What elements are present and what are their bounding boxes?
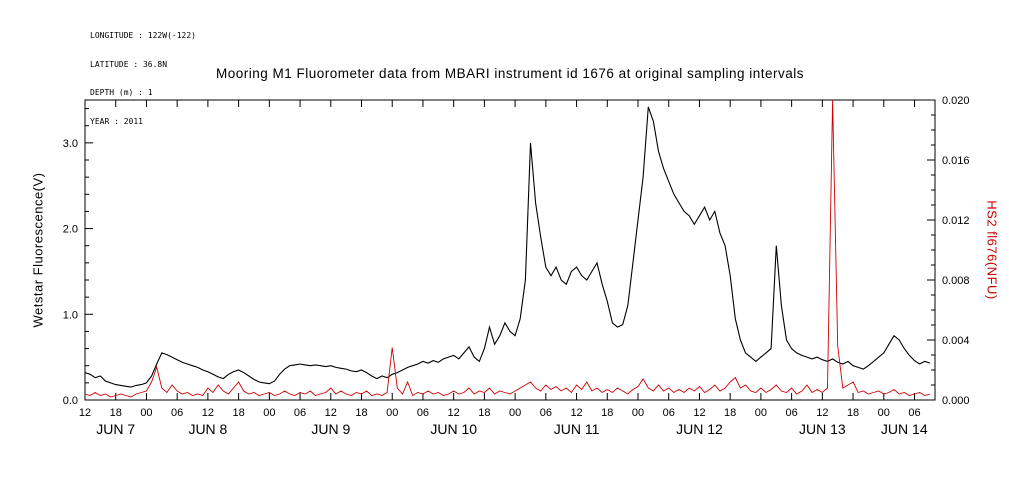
plot-box [84,99,936,401]
x-tick-label: 12 [325,407,337,419]
x-tick-label: 06 [908,407,920,419]
x-tick-label: 00 [878,407,890,419]
x-tick-label: 00 [755,407,767,419]
x-tick-label: 12 [693,407,705,419]
x-tick-label: 06 [417,407,429,419]
x-tick-label: 18 [110,407,122,419]
chart-title: Mooring M1 Fluorometer data from MBARI i… [216,66,804,81]
x-tick-label: 12 [570,407,582,419]
x-tick-label: 18 [478,407,490,419]
y-right-tick-label: 0.020 [942,95,970,107]
y-left-tick-label: 2.0 [63,224,78,236]
y-left-tick-label: 0.0 [63,395,78,407]
x-tick-label: 00 [386,407,398,419]
x-day-label: JUN 8 [188,421,227,437]
series-wetstar-fluorescence [84,106,931,388]
series-hs2-fl676 [84,99,931,398]
x-tick-label: 00 [632,407,644,419]
x-tick-label: 00 [509,407,521,419]
x-day-label: JUN 7 [96,421,135,437]
x-tick-label: 12 [816,407,828,419]
x-day-label: JUN 14 [881,421,928,437]
x-tick-label: 18 [601,407,613,419]
x-tick-label: 18 [847,407,859,419]
metadata-depth: DEPTH (m) : 1 [90,88,153,97]
x-tick-label: 06 [171,407,183,419]
x-day-label: JUN 12 [676,421,723,437]
y-right-tick-label: 0.016 [942,155,970,167]
x-tick-label: 06 [294,407,306,419]
y-left-axis-title: Wetstar Fluorescence(V) [30,172,46,328]
x-day-label: JUN 11 [554,421,600,437]
y-left-tick-label: 1.0 [63,309,78,321]
x-tick-label: 06 [663,407,675,419]
y-right-tick-label: 0.004 [942,335,970,347]
x-tick-label: 00 [140,407,152,419]
metadata-latitude: LATITUDE : 36.8N [90,59,168,69]
x-tick-label: 18 [724,407,736,419]
x-day-label: JUN 10 [430,421,477,437]
y-right-tick-label: 0.012 [942,215,970,227]
x-tick-label: 12 [448,407,460,419]
x-day-label: JUN 9 [311,421,350,437]
x-tick-label: 18 [232,407,244,419]
x-tick-label: 00 [263,407,275,419]
x-tick-label: 12 [79,407,91,419]
x-tick-label: 06 [540,407,552,419]
x-day-label: JUN 13 [799,421,846,437]
metadata-block: LONGITUDE : 122W(-122) LATITUDE : 36.8N … [90,12,196,145]
metadata-year: YEAR : 2011 [90,116,143,126]
y-right-tick-label: 0.008 [942,275,970,287]
x-tick-label: 06 [786,407,798,419]
metadata-longitude: LONGITUDE : 122W(-122) [90,31,196,40]
y-left-tick-label: 3.0 [63,138,78,150]
y-right-axis-title: HS2 fl676(NFU) [984,200,1000,300]
x-tick-label: 12 [202,407,214,419]
x-tick-label: 18 [355,407,367,419]
y-right-tick-label: 0.000 [942,395,970,407]
